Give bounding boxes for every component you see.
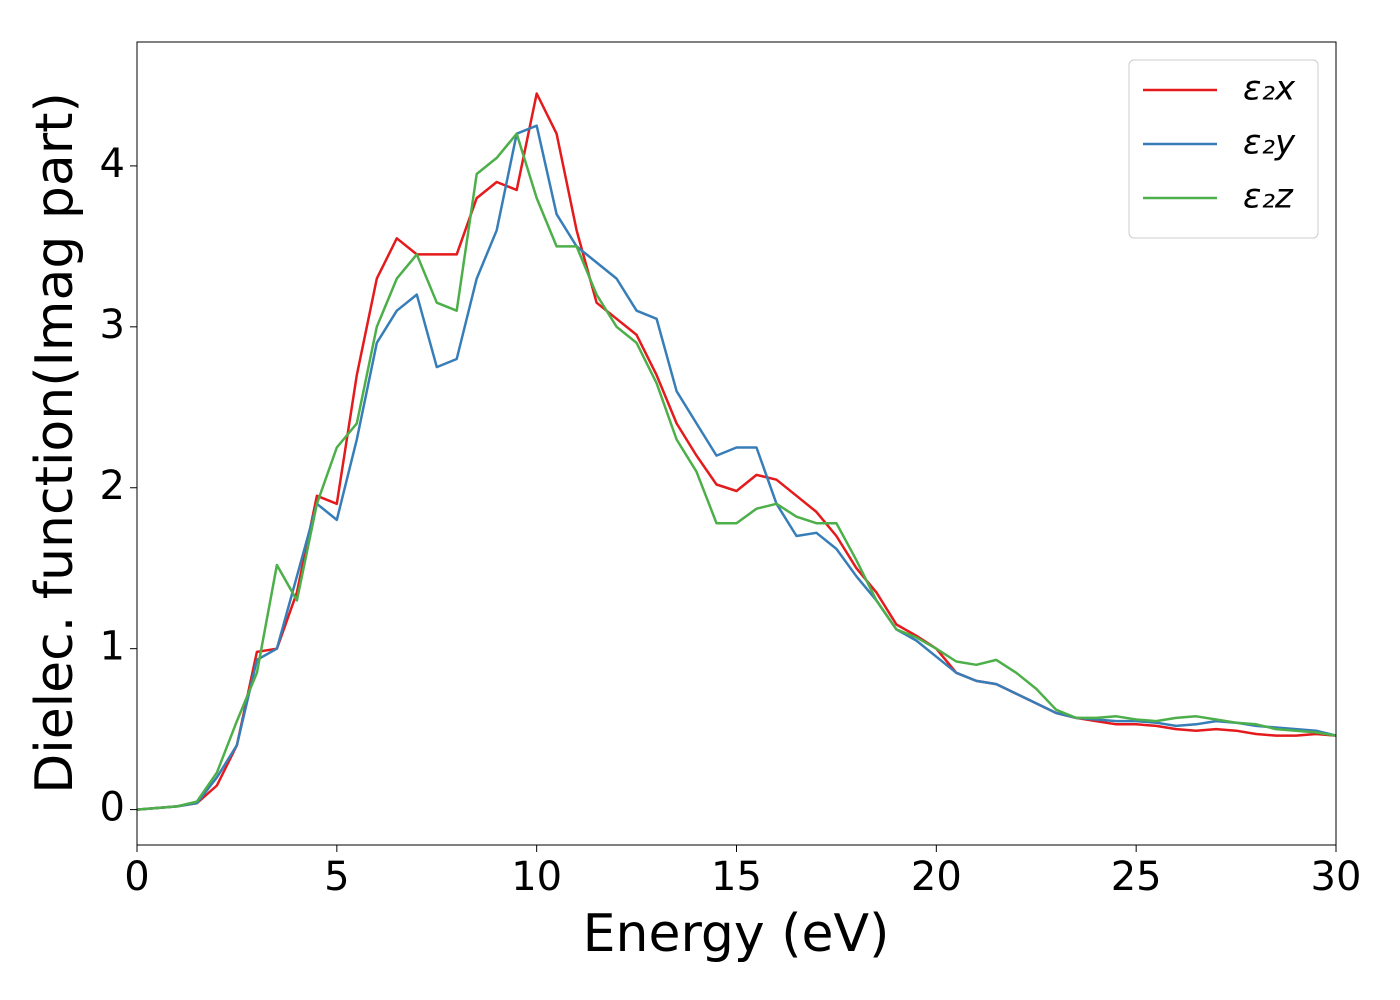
- x-tick-label: 30: [1311, 854, 1362, 900]
- legend-box: [1128, 59, 1319, 239]
- line-series: [136, 132, 1337, 811]
- legend-label: ε₂y: [1243, 123, 1296, 163]
- x-tick-label: 0: [124, 854, 149, 900]
- x-tick-label: 20: [911, 854, 962, 900]
- y-tick-label: 4: [100, 141, 125, 187]
- legend-label: ε₂z: [1243, 177, 1294, 217]
- x-axis-label: Energy (eV): [583, 904, 890, 964]
- y-tick-label: 2: [100, 463, 125, 509]
- legend-label: ε₂x: [1243, 69, 1296, 109]
- y-tick-label: 1: [100, 624, 125, 670]
- x-tick-label: 25: [1111, 854, 1162, 900]
- line-series: [136, 92, 1337, 811]
- x-tick-label: 10: [511, 854, 562, 900]
- y-axis-label: Dielec. function(Imag part): [25, 92, 85, 794]
- x-tick-label: 15: [711, 854, 762, 900]
- x-tick-label: 5: [324, 854, 349, 900]
- plot-frame: [136, 41, 1337, 846]
- y-tick-label: 0: [100, 785, 125, 831]
- line-series: [136, 124, 1337, 811]
- y-tick-label: 3: [100, 302, 125, 348]
